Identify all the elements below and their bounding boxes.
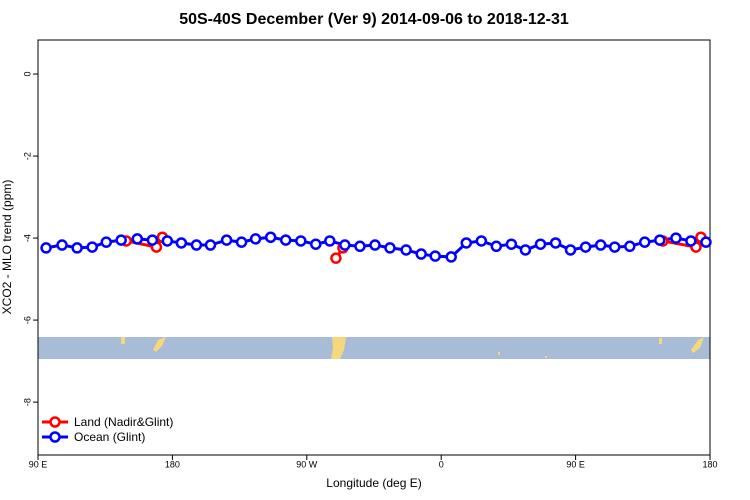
x-tick-label: 0 [439,459,444,469]
data-point [654,234,666,246]
data-point [264,231,277,243]
data-point [279,234,292,246]
data-point [354,240,366,253]
data-point [40,242,52,254]
x-tick-label: 90 W [296,459,318,469]
data-point [161,235,174,247]
x-tick-label: 180 [702,459,717,469]
data-point [339,239,351,251]
data-point [624,240,636,253]
data-point [324,235,336,247]
data-point [549,237,562,249]
data-point [415,248,427,260]
data-point [131,233,144,245]
data-point [330,252,342,264]
data-point [594,239,607,251]
data-point [700,236,712,248]
x-tick-label: 90 E [29,459,48,469]
data-point [445,251,457,263]
data-point [295,235,307,247]
data-point [249,233,262,245]
data-point [400,244,412,256]
data-point [71,242,83,254]
y-tick-label: 0 [22,72,32,77]
y-tick-label: -2 [22,152,32,160]
legend-label: Land (Nadir&Glint) [74,415,173,429]
y-tick-label: -8 [22,398,32,406]
data-point [310,238,322,250]
y-tick-label: -6 [22,316,32,324]
data-point [86,241,98,253]
land-mask-strip [38,337,710,359]
data-point [608,241,621,253]
data-point [670,232,682,244]
legend-label: Ocean (Glint) [74,430,145,444]
data-point [460,237,473,249]
data-point [204,239,217,251]
data-point [564,244,577,256]
legend: Land (Nadir&Glint) Ocean (Glint) [42,415,173,444]
data-point [190,239,203,251]
data-point [384,242,396,254]
y-tick-label: -4 [22,234,32,242]
plot-frame [37,39,711,456]
x-axis-title: Longitude (deg E) [326,476,421,490]
data-point [638,236,651,248]
data-point [429,250,441,262]
data-point [235,236,248,248]
chart-title: 50S-40S December (Ver 9) 2014-09-06 to 2… [179,11,569,28]
data-point [220,234,233,246]
data-point [685,235,697,247]
data-point [146,234,159,246]
data-point [100,236,112,248]
data-point [519,244,532,256]
data-point [175,237,188,249]
x-tick-label: 90 E [566,459,585,469]
data-point [369,239,381,251]
y-axis-title: XCO2 - MLO trend (ppm) [0,180,14,315]
data-point [505,238,518,250]
x-tick-label: 180 [165,459,180,469]
data-point [579,241,592,253]
data-point [115,234,127,246]
data-point [475,235,488,247]
data-point [534,238,547,250]
data-point [490,240,503,253]
data-point [56,239,68,251]
